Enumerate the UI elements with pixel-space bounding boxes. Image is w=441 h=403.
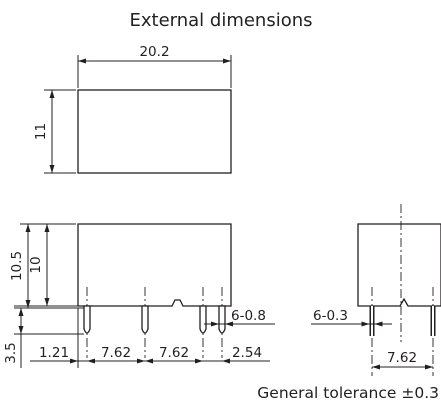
end-view-body <box>357 223 441 307</box>
side-view: 10.5 10 3.5 1.21 7.62 7.62 2.54 6-0.8 <box>3 223 275 368</box>
pin-3 <box>199 305 207 334</box>
first-pin-offset-label: 1.21 <box>39 345 69 361</box>
top-width-label: 20.2 <box>139 44 169 60</box>
top-height-label: 11 <box>33 123 49 140</box>
end-pin-pitch-label: 7.62 <box>387 350 417 366</box>
drawing-title: External dimensions <box>129 10 312 31</box>
pin-4 <box>218 305 226 334</box>
pin-2 <box>141 305 149 334</box>
pin-pitch-3-label: 2.54 <box>232 345 262 361</box>
end-view: 6-0.3 7.62 <box>311 204 441 376</box>
top-view: 20.2 11 <box>33 44 232 174</box>
general-tolerance-note: General tolerance ±0.3 <box>257 384 439 402</box>
side-total-height-label: 10.5 <box>9 251 25 281</box>
pin-pitch-2-label: 7.62 <box>159 345 189 361</box>
side-view-body <box>77 223 232 307</box>
pin-thickness-label: 6-0.8 <box>231 308 266 324</box>
pin-1 <box>83 305 91 334</box>
pin-length-label: 3.5 <box>3 342 19 363</box>
top-view-body <box>77 89 232 174</box>
end-pin-width-label: 6-0.3 <box>313 308 348 324</box>
pin-pitch-1-label: 7.62 <box>101 345 131 361</box>
side-body-height-label: 10 <box>28 256 44 273</box>
